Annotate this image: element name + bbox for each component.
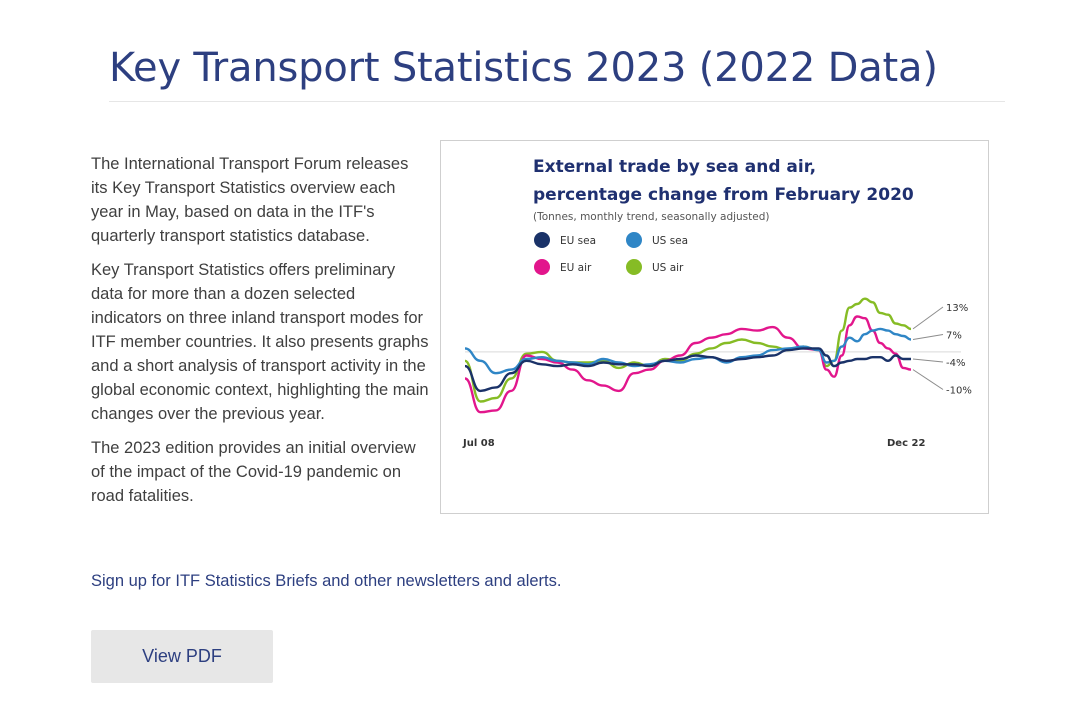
series-line-eu-air: [464, 315, 912, 414]
series-line-eu-sea: [464, 347, 911, 393]
series-end-label: -4%: [946, 358, 965, 369]
chart-legend: EU sea US sea EU air US air: [534, 232, 688, 275]
legend-swatch-eu-sea: [534, 232, 550, 248]
intro-paragraph: The International Transport Forum releas…: [91, 155, 409, 245]
trade-line-chart: External trade by sea and air, percentag…: [462, 157, 972, 449]
title-divider: [109, 101, 1005, 102]
legend-label: US sea: [652, 235, 688, 247]
series-end-label: 13%: [946, 303, 968, 314]
chart-title: External trade by sea and air,: [533, 157, 816, 177]
x-axis-start-label: Jul 08: [462, 438, 495, 449]
series-end-label: -10%: [946, 386, 972, 397]
legend-label: EU air: [560, 262, 592, 274]
chart-figure: External trade by sea and air, percentag…: [440, 140, 989, 514]
legend-label: EU sea: [560, 235, 596, 247]
end-label-leader: [912, 306, 944, 330]
newsletter-signup-link[interactable]: Sign up for ITF Statistics Briefs and ot…: [91, 572, 562, 590]
end-label-leader: [912, 358, 944, 363]
view-pdf-button[interactable]: View PDF: [91, 630, 273, 683]
intro-paragraph: Key Transport Statistics offers prelimin…: [91, 261, 429, 423]
series-end-label: 7%: [946, 331, 962, 342]
end-label-leader: [912, 369, 944, 390]
legend-swatch-us-sea: [626, 232, 642, 248]
legend-swatch-us-air: [626, 259, 642, 275]
legend-swatch-eu-air: [534, 259, 550, 275]
x-axis-end-label: Dec 22: [887, 438, 925, 449]
intro-paragraph: The 2023 edition provides an initial ove…: [91, 439, 416, 505]
chart-end-labels: -4% 7% -10% 13%: [912, 303, 972, 397]
page-title: Key Transport Statistics 2023 (2022 Data…: [109, 45, 938, 91]
end-label-leader: [912, 334, 944, 340]
chart-title: percentage change from February 2020: [533, 185, 914, 205]
intro-text: The International Transport Forum releas…: [91, 152, 429, 518]
chart-series: [464, 297, 912, 414]
chart-subtitle: (Tonnes, monthly trend, seasonally adjus…: [533, 211, 770, 223]
legend-label: US air: [652, 262, 684, 274]
